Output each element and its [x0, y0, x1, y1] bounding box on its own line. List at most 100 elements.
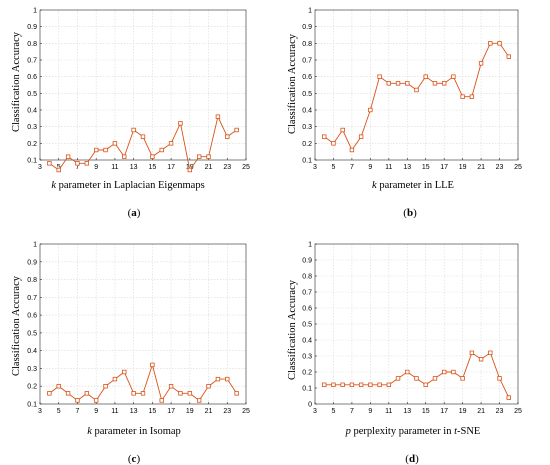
- panel-a-xtick-label: 17: [167, 164, 175, 171]
- panel-a-data-point: [112, 141, 118, 146]
- panel-c-xtick-label: 3: [38, 408, 42, 415]
- panel-d-ytick-label: 0.5: [302, 322, 312, 329]
- panel-d-data-point: [349, 382, 355, 387]
- panel-c-data-point: [215, 376, 221, 382]
- panel-b-data-point: [423, 74, 428, 79]
- panel-b-xtick-label: 19: [459, 164, 467, 171]
- panel-b-ytick-label: 1: [308, 8, 312, 15]
- panel-b-data-point: [349, 147, 355, 153]
- panel-b-data-point: [460, 94, 465, 99]
- panel-c-xtick-label: 19: [186, 408, 194, 415]
- panel-a-data-point: [122, 154, 127, 159]
- panel-d-data-point: [405, 369, 410, 375]
- panel-c-ytick-label: 0.2: [27, 384, 37, 391]
- panel-d-data-point: [506, 395, 511, 400]
- panel-a: Classification Accuracy 3 5 7 9 11 13 15 17 19 21…: [11, 8, 250, 220]
- panel-d-xlabel-var: p: [345, 426, 351, 437]
- panel-a-data-point: [47, 161, 52, 166]
- panel-a-xtick-label: 19: [186, 164, 194, 171]
- panel-a-data-point: [187, 167, 193, 173]
- panel-c-ytick-label: 0.4: [27, 348, 37, 355]
- panel-a-xtick-label: 13: [130, 164, 138, 171]
- panel-c-data-point: [187, 391, 193, 396]
- panel-b-label: (b): [403, 207, 417, 219]
- panel-d-xtick-label: 5: [332, 408, 336, 415]
- panel-d-xtick-label: 23: [496, 408, 504, 415]
- panel-b-data-point: [506, 54, 511, 59]
- panel-a-data-point: [150, 154, 155, 159]
- panel-b-ytick-label: 0.8: [302, 41, 312, 48]
- panel-c-data-point: [196, 398, 202, 403]
- panel-c: Classification Accuracy 3 5 7 9 11 13 15 17 19 21…: [11, 242, 250, 465]
- panel-c-data-point: [103, 384, 108, 389]
- panel-b-data-point: [414, 87, 419, 93]
- panel-d-xlabel-rest2: -SNE: [457, 426, 480, 437]
- panel-c-data-point: [150, 362, 155, 368]
- panel-a-letter: a: [131, 207, 137, 219]
- panel-d-data-point: [423, 382, 428, 387]
- panel-b-data-point: [405, 81, 410, 86]
- panel-a-xtick-label: 15: [148, 164, 156, 171]
- panel-b-xtick-label: 13: [403, 164, 411, 171]
- panel-b-ylabel: Classification Accuracy: [287, 33, 298, 134]
- panel-a-data-point: [159, 147, 164, 153]
- panel-a-data-point: [225, 134, 230, 139]
- panel-d-data-point: [368, 382, 373, 387]
- panel-b-data-point: [386, 81, 392, 86]
- panel-c-data-point: [122, 369, 127, 375]
- panel-c-xlabel: k parameter in Isomap: [87, 426, 181, 437]
- panel-b-xtick-label: 5: [332, 164, 336, 171]
- panel-c-data-point: [159, 398, 164, 403]
- panel-c-ytick-label: 0.7: [27, 295, 37, 302]
- panel-d-data-point: [488, 350, 493, 355]
- panel-a-data-point: [196, 154, 202, 159]
- panel-b-ytick-label: 0.6: [302, 74, 312, 81]
- panel-b-ytick-label: 0.7: [302, 58, 312, 65]
- panel-a-ytick-label: 0.3: [27, 124, 37, 131]
- panel-c-ytick-label: 0.6: [27, 313, 37, 320]
- panel-c-xtick-label: 21: [205, 408, 213, 415]
- panel-b-plot: 3 5 7 9 11 13 15 17 19 21 23 25 0.1 0.2 0.3 0.4 0.5 0.6 0.…: [302, 8, 522, 172]
- panel-b-data-point: [478, 61, 484, 66]
- panel-a-data-point: [168, 141, 174, 146]
- panel-b-ytick-label: 0.1: [302, 158, 312, 165]
- panel-b-data-point: [340, 127, 345, 133]
- panel-c-data-point: [112, 376, 118, 382]
- panel-b-xlabel-rest: parameter in LLE: [377, 180, 454, 191]
- panel-b-ytick-label: 0.2: [302, 141, 312, 148]
- panel-a-grid: [40, 10, 246, 160]
- panel-b-xtick-label: 21: [477, 164, 485, 171]
- panel-d-ytick-label: 0.7: [302, 290, 312, 297]
- panel-a-data-point: [65, 154, 71, 159]
- panel-b-xtick-label: 7: [350, 164, 354, 171]
- panel-a-xtick-label: 7: [76, 164, 80, 171]
- panel-d-xtick-label: 13: [403, 408, 411, 415]
- panel-a-ytick-label: 0.2: [27, 141, 37, 148]
- panel-d: Classification Accuracy 3 5 7 9 11 13 15 17 19 21…: [287, 242, 522, 465]
- panel-b-xtick-label: 9: [368, 164, 372, 171]
- panel-d-data-point: [432, 376, 438, 381]
- panel-c-data-point: [140, 391, 146, 396]
- panel-d-data-point: [441, 369, 447, 375]
- panel-a-data-point: [131, 127, 136, 133]
- panel-b-ytick-label: 0.9: [302, 24, 312, 31]
- panel-d-data-point: [377, 382, 382, 387]
- panel-c-xlabel-var: k: [87, 426, 92, 437]
- panel-a-data-point: [178, 121, 183, 126]
- panel-d-data-point: [358, 382, 364, 387]
- panel-c-ytick-label: 0.3: [27, 366, 37, 373]
- panel-a-ytick-label: 0.1: [27, 158, 37, 165]
- panel-d-xtick-label: 11: [385, 408, 392, 415]
- panel-b-xtick-label: 15: [422, 164, 430, 171]
- panel-a-ytick-label: 0.6: [27, 74, 37, 81]
- panel-a-ytick-label: 0.4: [27, 108, 37, 115]
- panel-d-data-point: [460, 376, 465, 381]
- panel-b-data-point: [395, 81, 401, 86]
- panel-a-data-point: [56, 167, 61, 173]
- panel-c-xlabel-rest: parameter in Isomap: [92, 426, 181, 437]
- panel-b-data-point: [451, 74, 456, 79]
- panel-a-ytick-label: 0.7: [27, 58, 37, 65]
- panel-d-xtick-label: 21: [477, 408, 485, 415]
- panel-a-ylabel: Classification Accuracy: [11, 31, 22, 132]
